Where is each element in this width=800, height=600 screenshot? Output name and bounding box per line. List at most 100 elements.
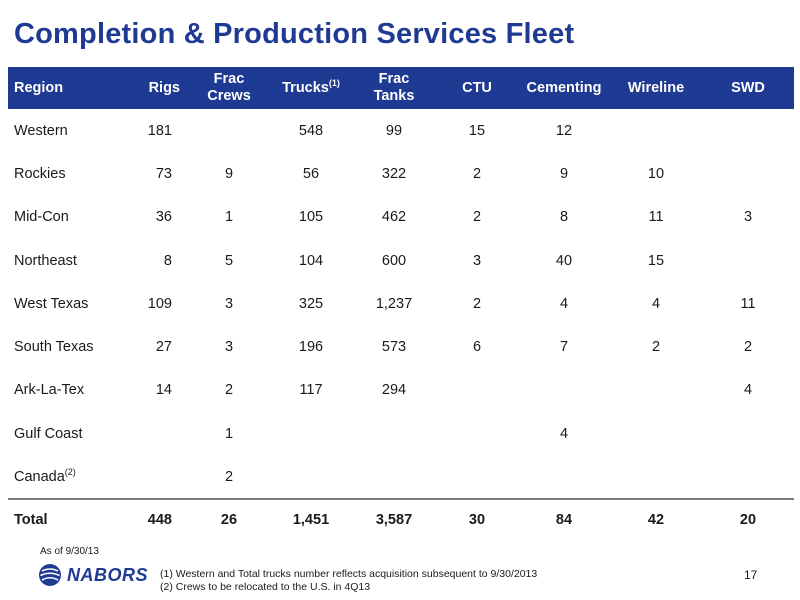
row-region: Gulf Coast xyxy=(8,412,124,455)
fleet-table: Region Rigs Frac Crews Trucks(1) Frac Tank… xyxy=(8,67,794,541)
cell-swd: 3 xyxy=(743,209,753,226)
header-cementing: Cementing xyxy=(518,67,610,109)
cell-ctu: 2 xyxy=(472,295,482,312)
cell-rigs: 27 xyxy=(155,339,172,356)
cell-cementing: 4 xyxy=(559,295,569,312)
cell-cementing: 4 xyxy=(559,425,569,442)
header-trucks: Trucks(1) xyxy=(270,67,352,109)
cell-swd xyxy=(702,239,794,282)
cell-trucks xyxy=(270,455,352,498)
footnote-1: (1) Western and Total trucks number refl… xyxy=(160,568,538,580)
cell-trucks: 105 xyxy=(298,209,324,226)
row-region-label: Rockies xyxy=(14,165,66,182)
cell-rigs xyxy=(124,412,188,455)
table-row: West Texas 109 3 325 1,237 2 4 4 11 xyxy=(8,282,794,325)
row-region: Rockies xyxy=(8,152,124,195)
row-region-label: Gulf Coast xyxy=(14,425,83,442)
row-region: Canada(2) xyxy=(8,455,124,498)
cell-frac-tanks: 573 xyxy=(381,339,407,356)
cell-ctu: 3 xyxy=(472,252,482,269)
cell-wireline: 15 xyxy=(647,252,665,269)
cell-trucks xyxy=(270,412,352,455)
cell-frac-tanks: 600 xyxy=(381,252,407,269)
cell-ctu xyxy=(436,455,518,498)
cell-swd xyxy=(702,109,794,152)
table-row: Canada(2) 2 xyxy=(8,455,794,498)
cell-frac-tanks: 322 xyxy=(381,165,407,182)
total-rigs: 448 xyxy=(124,497,188,541)
row-region-label: West Texas xyxy=(14,295,89,312)
nabors-globe-logo-icon xyxy=(39,564,61,586)
row-region-label: Northeast xyxy=(14,252,77,269)
cell-frac-tanks: 462 xyxy=(381,209,407,226)
header-trucks-label: Trucks xyxy=(282,79,329,96)
table-row: Gulf Coast 1 4 xyxy=(8,412,794,455)
cell-frac-tanks: 294 xyxy=(381,382,407,399)
row-region-label: Canada xyxy=(14,468,65,485)
row-region: Northeast xyxy=(8,239,124,282)
table-row: Western 181 548 99 15 12 xyxy=(8,109,794,152)
cell-frac-crews: 1 xyxy=(224,209,234,226)
page-title: Completion & Production Services Fleet xyxy=(14,18,575,50)
total-cementing: 84 xyxy=(518,497,610,541)
cell-rigs: 8 xyxy=(163,252,172,269)
cell-frac-crews: 3 xyxy=(224,339,234,356)
total-swd: 20 xyxy=(702,497,794,541)
cell-cementing xyxy=(518,455,610,498)
cell-wireline: 11 xyxy=(648,209,664,226)
row-region: Mid-Con xyxy=(8,196,124,239)
row-region-label: Ark-La-Tex xyxy=(14,382,85,399)
cell-rigs: 109 xyxy=(147,295,172,312)
header-trucks-footnote-mark: (1) xyxy=(328,77,340,88)
table-row: Ark-La-Tex 14 2 117 294 4 xyxy=(8,369,794,412)
cell-frac-crews: 9 xyxy=(224,165,234,182)
cell-swd xyxy=(702,412,794,455)
cell-rigs: 181 xyxy=(147,122,172,139)
cell-swd: 11 xyxy=(740,295,756,312)
cell-rigs: 36 xyxy=(155,209,172,226)
header-frac-crews-label: Frac Crews xyxy=(207,71,251,104)
cell-frac-crews: 2 xyxy=(224,468,234,485)
row-region-label: Mid-Con xyxy=(14,209,69,226)
cell-trucks: 56 xyxy=(302,165,320,182)
cell-cementing: 12 xyxy=(555,122,573,139)
cell-frac-crews xyxy=(188,109,270,152)
table-row: Rockies 73 9 56 322 2 9 10 xyxy=(8,152,794,195)
cell-swd xyxy=(702,152,794,195)
cell-wireline xyxy=(610,412,702,455)
total-wireline: 42 xyxy=(610,497,702,541)
total-frac-tanks: 3,587 xyxy=(352,497,436,541)
total-trucks: 1,451 xyxy=(270,497,352,541)
cell-swd: 4 xyxy=(743,382,753,399)
header-frac-tanks-label: Frac Tanks xyxy=(373,71,415,104)
footnotes: (1) Western and Total trucks number refl… xyxy=(160,568,537,594)
row-region: Western xyxy=(8,109,124,152)
cell-cementing: 40 xyxy=(555,252,573,269)
cell-cementing: 7 xyxy=(559,339,569,356)
cell-trucks: 325 xyxy=(298,295,324,312)
cell-wireline: 2 xyxy=(651,339,661,356)
cell-wireline: 10 xyxy=(647,165,665,182)
cell-frac-tanks xyxy=(352,412,436,455)
cell-trucks: 196 xyxy=(298,339,324,356)
header-swd: SWD xyxy=(702,67,794,109)
cell-wireline: 4 xyxy=(651,295,661,312)
table-row: South Texas 27 3 196 573 6 7 2 2 xyxy=(8,325,794,368)
row-region: Ark-La-Tex xyxy=(8,369,124,412)
footnote-2: (2) Crews to be relocated to the U.S. in… xyxy=(160,581,371,593)
header-rigs: Rigs xyxy=(124,67,188,109)
cell-frac-tanks xyxy=(352,455,436,498)
cell-trucks: 117 xyxy=(299,382,323,399)
cell-frac-crews: 2 xyxy=(224,382,234,399)
total-row: Total 448 26 1,451 3,587 30 84 42 20 xyxy=(8,497,794,541)
row-region: West Texas xyxy=(8,282,124,325)
cell-frac-tanks: 99 xyxy=(385,122,403,139)
total-label: Total xyxy=(8,497,124,541)
company-logo: NABORS xyxy=(38,563,148,587)
page-number: 17 xyxy=(744,568,758,582)
row-region: South Texas xyxy=(8,325,124,368)
header-ctu: CTU xyxy=(436,67,518,109)
cell-ctu xyxy=(436,369,518,412)
row-region-label: Western xyxy=(14,122,68,139)
row-region-label: South Texas xyxy=(14,339,94,356)
